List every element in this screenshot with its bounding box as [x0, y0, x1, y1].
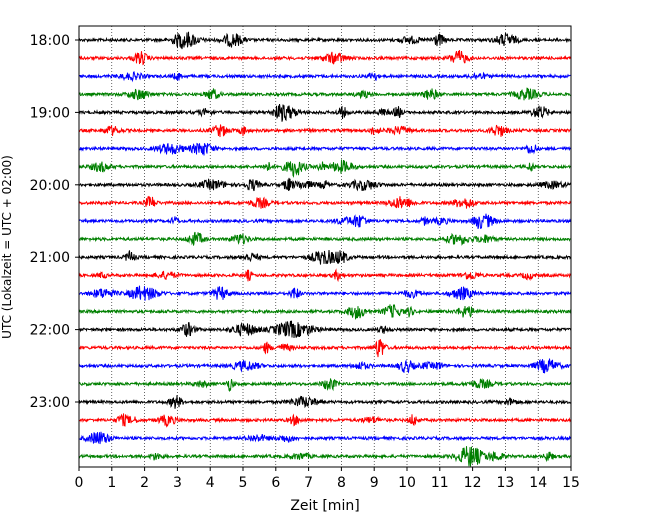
x-tick-label: 10	[398, 475, 416, 491]
trace-line	[78, 213, 572, 230]
y-tick-label: 22:00	[30, 323, 70, 339]
trace-line	[78, 358, 572, 374]
y-tick-label: 20:00	[30, 178, 70, 194]
x-tick-label: 6	[271, 475, 280, 491]
x-tick-label: 9	[370, 475, 379, 491]
y-tick-label: 18:00	[30, 33, 70, 49]
y-axis-label: UTC (Lokalzeit = UTC + 02:00)	[0, 155, 14, 339]
y-tick-label: 21:00	[30, 250, 70, 266]
x-tick-label: 11	[431, 475, 449, 491]
trace-line	[78, 142, 572, 156]
trace-line	[78, 413, 572, 428]
trace-line	[78, 268, 572, 283]
trace-line	[78, 103, 572, 122]
trace-line	[78, 320, 572, 338]
trace-line	[78, 50, 572, 66]
trace-line	[78, 304, 572, 320]
x-tick-label: 0	[75, 475, 84, 491]
plot-frame	[78, 25, 572, 468]
trace-line	[78, 395, 572, 409]
trace-line	[78, 285, 572, 301]
x-tick-label: 8	[337, 475, 346, 491]
trace-line	[78, 124, 572, 138]
x-tick-label: 7	[304, 475, 313, 491]
y-tick-label: 19:00	[30, 105, 70, 121]
trace-line	[78, 31, 572, 50]
y-axis: 18:00 19:00 20:00 21:00 22:00 23:00	[30, 33, 79, 411]
trace-line	[78, 377, 572, 393]
trace-line	[78, 177, 572, 192]
trace-line	[78, 250, 572, 265]
x-tick-label: 12	[464, 475, 482, 491]
trace-line	[78, 87, 572, 101]
trace-line	[78, 431, 572, 445]
y-tick-label: 23:00	[30, 395, 70, 411]
trace-line	[78, 231, 572, 246]
x-tick-label: 1	[107, 475, 116, 491]
x-tick-label: 5	[239, 475, 248, 491]
trace-line	[78, 71, 572, 83]
trace-line	[78, 195, 572, 209]
x-axis-label: Zeit [min]	[290, 498, 359, 514]
x-axis: 0 1 2 3 4 5 6 7 8 9 10 11 12 13 14 15	[75, 467, 580, 491]
x-tick-label: 4	[206, 475, 215, 491]
trace-line	[78, 446, 572, 467]
x-tick-label: 2	[140, 475, 149, 491]
x-tick-label: 13	[496, 475, 514, 491]
x-tick-label: 15	[562, 475, 580, 491]
trace-layer	[78, 31, 572, 467]
x-tick-label: 3	[173, 475, 182, 491]
trace-line	[78, 339, 571, 358]
x-tick-label: 14	[529, 475, 547, 491]
trace-line	[78, 159, 572, 178]
